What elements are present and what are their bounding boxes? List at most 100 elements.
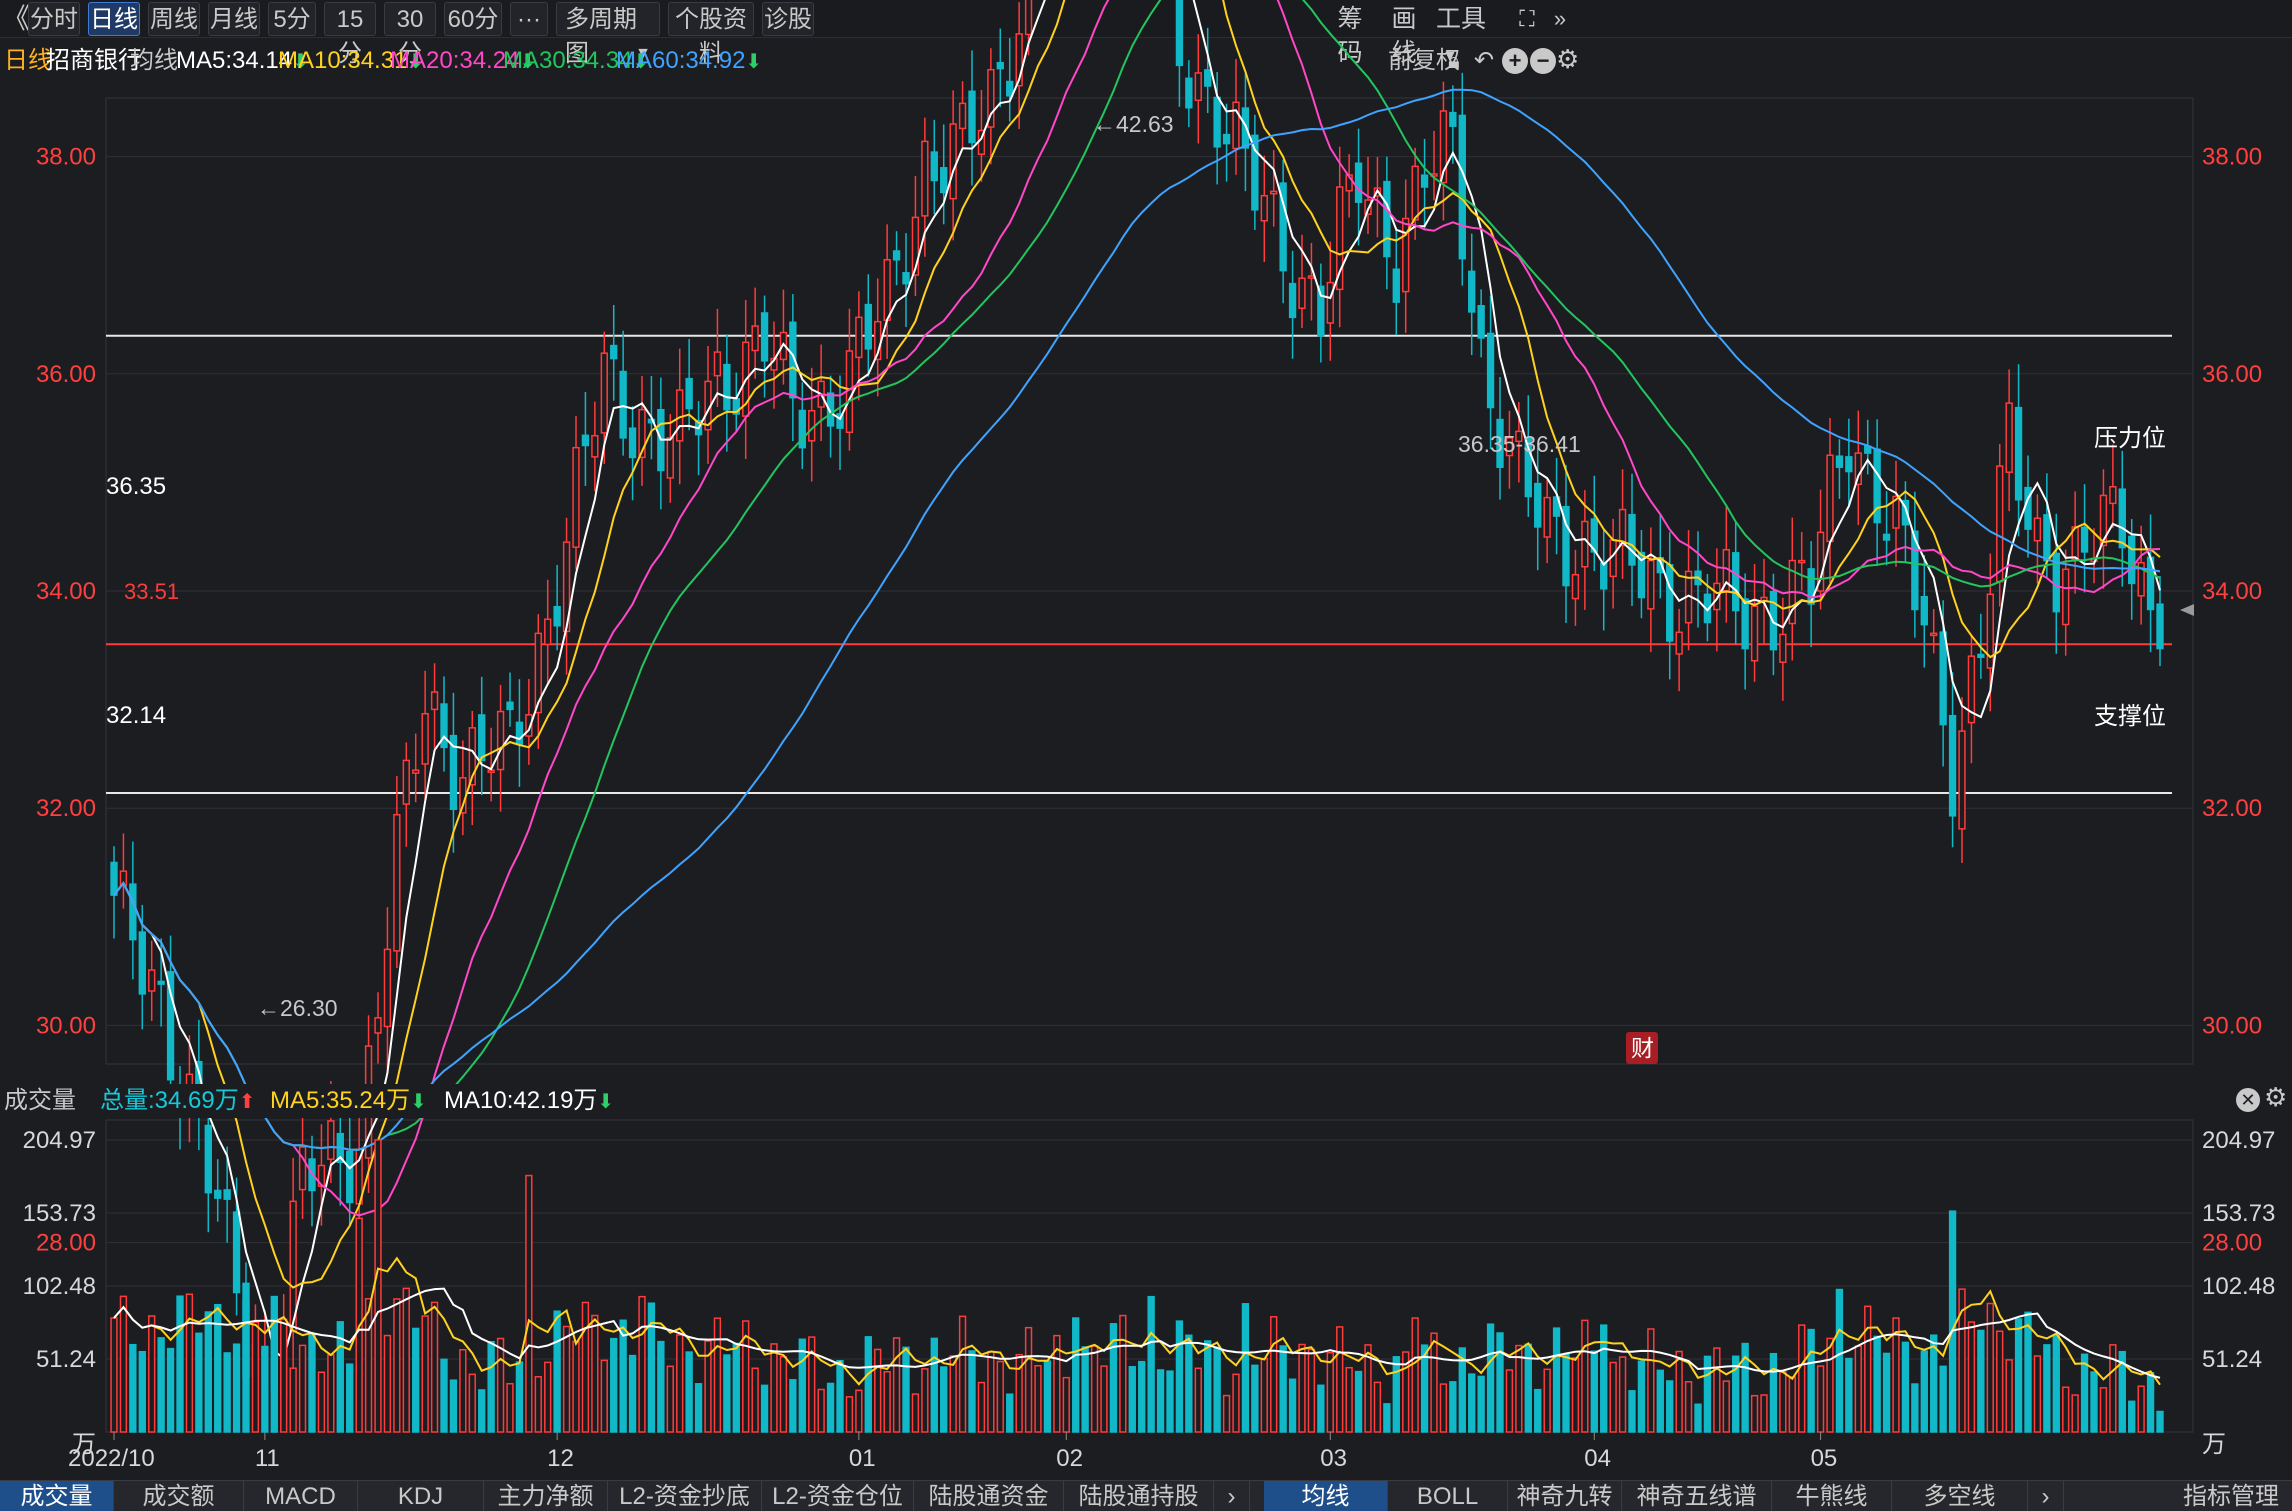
date-axis: 2022/10 11 12 01 02 03 04 05	[68, 1432, 1837, 1472]
volume-bar	[1430, 1332, 1438, 1433]
volume-bar	[1081, 1346, 1089, 1433]
tab-weekly[interactable]: 周线	[148, 2, 200, 36]
volume-bar	[336, 1321, 344, 1433]
volume-bar	[346, 1363, 354, 1433]
tab-macd[interactable]: MACD	[244, 1481, 358, 1511]
diagnose-button[interactable]: 诊股	[762, 2, 814, 36]
tab-long-short[interactable]: 多空线	[1892, 1481, 2028, 1511]
tab-main-net[interactable]: 主力净额	[484, 1481, 608, 1511]
candle-body	[1420, 174, 1429, 188]
tab-turnover[interactable]: 成交额	[114, 1481, 244, 1511]
tab-hk-flow[interactable]: 陆股通资金	[914, 1481, 1064, 1511]
candle-body	[223, 1189, 231, 1200]
expand-right-icon[interactable]: »	[1553, 6, 1567, 31]
candle-body	[911, 216, 920, 276]
volume-bar	[214, 1303, 222, 1433]
ma-label[interactable]: 均线	[130, 47, 178, 74]
tab-monthly[interactable]: 月线	[208, 2, 260, 36]
tab-fenshi[interactable]: 分时	[28, 2, 80, 36]
volume-bar	[1581, 1319, 1589, 1433]
volume-bar	[393, 1298, 401, 1433]
volume-tick-label-left: 万	[72, 1431, 96, 1458]
tab-magic-five[interactable]: 神奇五线谱	[1622, 1481, 1772, 1511]
candle-body	[1458, 114, 1466, 260]
candle-body	[1571, 573, 1580, 600]
tab-ma[interactable]: 均线	[1264, 1481, 1388, 1511]
support-value: 32.14	[106, 702, 166, 729]
date-tick-label: 11	[255, 1445, 280, 1472]
volume-bar	[977, 1381, 986, 1433]
tab-5min[interactable]: 5分	[268, 2, 316, 36]
tab-l2-position[interactable]: L2-资金仓位	[762, 1481, 914, 1511]
volume-bar	[2137, 1385, 2145, 1433]
volume-tick-label-left: 102.48	[23, 1273, 96, 1300]
volume-bar	[1336, 1326, 1344, 1433]
down-arrow-icon: ⬇	[292, 51, 309, 73]
multi-period-dropdown[interactable]: 多周期图 ▼	[556, 2, 660, 67]
tab-boll[interactable]: BOLL	[1388, 1481, 1508, 1511]
ma5-value: MA5:34.14⬇	[176, 47, 309, 74]
tab-60min[interactable]: 60分	[444, 2, 502, 36]
tab-bull-bear[interactable]: 牛熊线	[1772, 1481, 1892, 1511]
date-tick-label: 05	[1811, 1445, 1838, 1472]
volume-bar	[1034, 1364, 1042, 1433]
candle-body	[166, 971, 175, 1081]
tools-dropdown[interactable]: 工具 ▼	[1436, 2, 1496, 65]
ma20-value: MA20:34.24⬇	[390, 47, 537, 74]
indicator-management-button[interactable]: 指标管理	[2183, 1483, 2279, 1510]
settings-icon[interactable]: ⚙	[1556, 44, 1580, 74]
financial-badge-label: 财	[1631, 1035, 1654, 1061]
ma60-value: MA60:34.92⬇	[616, 47, 763, 74]
candle-body	[1354, 162, 1363, 203]
zoom-out-icon[interactable]: −	[1530, 48, 1556, 74]
tab-l2-bottom[interactable]: L2-资金抄底	[608, 1481, 762, 1511]
financial-badge[interactable]	[1626, 1032, 1658, 1064]
chevron-right-icon[interactable]: ›	[1214, 1481, 1250, 1511]
adjust-mode-button[interactable]: 前复权	[1388, 47, 1460, 74]
tab-kdj[interactable]: KDJ	[358, 1481, 484, 1511]
volume-bar	[1948, 1210, 1957, 1433]
volume-bar	[817, 1388, 825, 1433]
volume-bar	[874, 1348, 882, 1433]
undo-icon[interactable]: ↶	[1474, 47, 1495, 74]
volume-tick-label-right: 51.24	[2202, 1346, 2262, 1373]
tab-daily[interactable]: 日线	[88, 2, 140, 36]
volume-bar	[1798, 1324, 1806, 1433]
volume-bar	[1251, 1364, 1259, 1433]
volume-bar	[1270, 1316, 1278, 1433]
stock-profile-button[interactable]: 个股资料	[668, 2, 754, 67]
candle-body	[440, 703, 448, 749]
tab-magic-nine[interactable]: 神奇九转	[1508, 1481, 1622, 1511]
draw-line-button[interactable]: 画线	[1391, 5, 1417, 67]
candle-body	[1958, 730, 1966, 830]
volume-bar	[487, 1340, 495, 1433]
multi-period-label: 多周期图	[565, 6, 637, 67]
tab-30min[interactable]: 30分	[384, 2, 436, 67]
close-indicator-icon[interactable]: ✕	[2236, 1088, 2260, 1112]
tab-hk-holding[interactable]: 陆股通持股	[1064, 1481, 1214, 1511]
lock-icon[interactable]: 🔒︎	[1448, 48, 1460, 73]
volume-bar	[987, 1350, 995, 1433]
chips-button[interactable]: 筹码	[1337, 5, 1363, 67]
volume-tick-label-left: 51.24	[36, 1346, 96, 1373]
volume-bar	[789, 1379, 797, 1433]
down-arrow-icon: ⬇	[519, 51, 537, 73]
fullscreen-icon[interactable]: ⛶	[1519, 6, 1535, 31]
candle-body	[1930, 632, 1938, 637]
candle-body	[1581, 520, 1589, 568]
date-tick-label: 04	[1584, 1445, 1611, 1472]
tab-15min[interactable]: 15分	[324, 2, 376, 67]
volume-tick-label-right: 102.48	[2202, 1273, 2275, 1300]
candle-body	[1713, 582, 1721, 611]
candle-body	[478, 714, 486, 762]
down-arrow-icon: ⬇	[407, 51, 425, 73]
candle-body	[666, 437, 674, 479]
volume-bar	[1241, 1303, 1250, 1433]
zoom-in-icon[interactable]: +	[1502, 48, 1528, 74]
chevron-right-icon[interactable]: ›	[2028, 1481, 2064, 1511]
settings-icon[interactable]: ⚙	[2264, 1082, 2288, 1112]
tab-volume[interactable]: 成交量	[0, 1481, 114, 1511]
more-periods-button[interactable]: ···	[510, 2, 548, 36]
volume-bar	[1647, 1328, 1655, 1433]
